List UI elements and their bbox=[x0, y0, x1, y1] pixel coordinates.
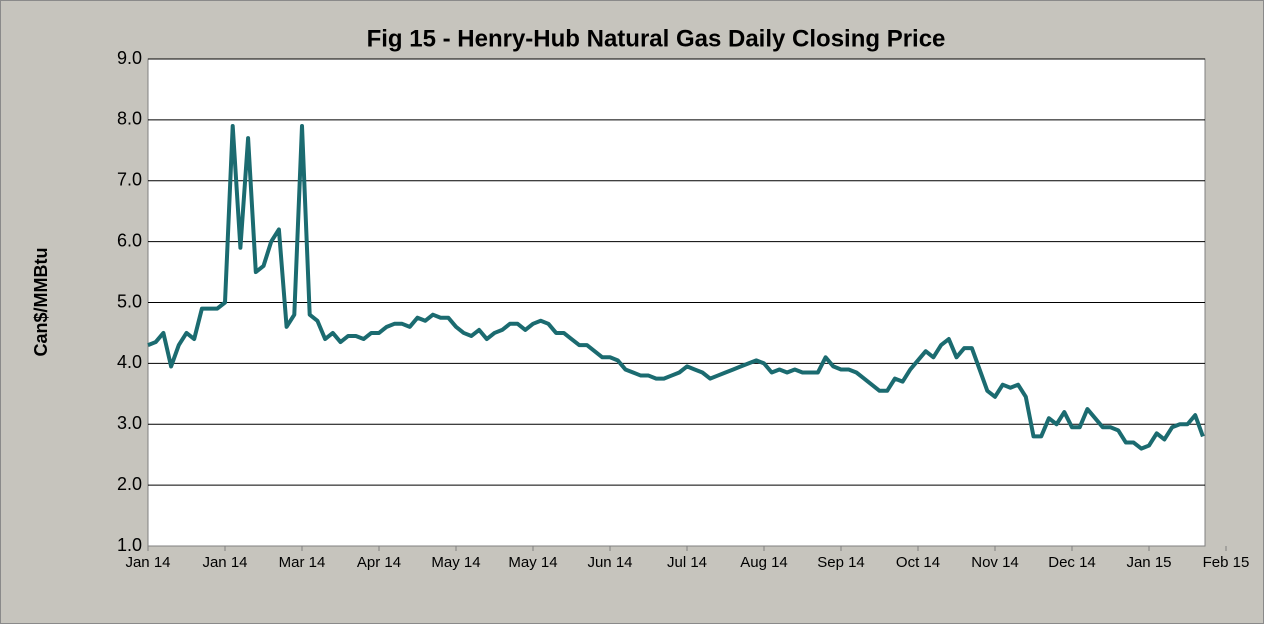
y-tick-label: 4.0 bbox=[117, 352, 142, 372]
x-tick-label: Mar 14 bbox=[279, 554, 326, 571]
chart-title: Fig 15 - Henry-Hub Natural Gas Daily Clo… bbox=[367, 25, 946, 52]
x-tick-label: May 14 bbox=[508, 554, 557, 571]
x-tick-label: Jun 14 bbox=[587, 554, 632, 571]
y-tick-label: 3.0 bbox=[117, 413, 142, 433]
x-tick-label: Aug 14 bbox=[740, 554, 788, 571]
x-tick-label: Jan 15 bbox=[1126, 554, 1171, 571]
y-tick-label: 8.0 bbox=[117, 109, 142, 129]
price-line bbox=[147, 123, 1205, 451]
y-tick-label: 1.0 bbox=[117, 535, 142, 555]
x-tick-label: Sep 14 bbox=[817, 554, 865, 571]
x-tick-label: Jul 14 bbox=[667, 554, 707, 571]
y-axis-label: Can$/MMBtu bbox=[31, 248, 51, 357]
x-tick-label: Jan 14 bbox=[202, 554, 247, 571]
y-tick-label: 5.0 bbox=[117, 291, 142, 311]
y-tick-label: 7.0 bbox=[117, 170, 142, 190]
x-tick-label: Nov 14 bbox=[971, 554, 1019, 571]
x-tick-label: May 14 bbox=[431, 554, 480, 571]
y-tick-label: 9.0 bbox=[117, 48, 142, 68]
x-tick-label: Jan 14 bbox=[125, 554, 170, 571]
x-tick-label: Apr 14 bbox=[357, 554, 401, 571]
y-tick-label: 2.0 bbox=[117, 474, 142, 494]
x-tick-label: Oct 14 bbox=[896, 554, 940, 571]
x-tick-label: Dec 14 bbox=[1048, 554, 1096, 571]
y-tick-label: 6.0 bbox=[117, 230, 142, 250]
x-tick-label: Feb 15 bbox=[1203, 554, 1250, 571]
